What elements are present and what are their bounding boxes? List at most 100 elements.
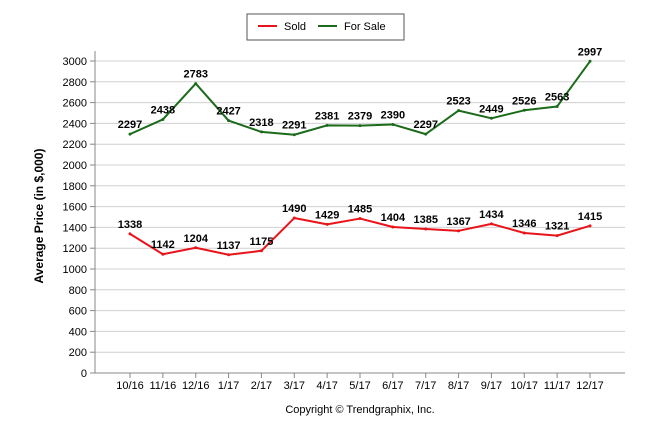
y-axis-title: Average Price (in $,000) xyxy=(32,149,46,284)
x-tick-label: 5/17 xyxy=(349,380,370,392)
x-tick-label: 2/17 xyxy=(251,380,272,392)
data-point xyxy=(161,252,165,256)
gridlines xyxy=(90,60,625,374)
data-point xyxy=(424,227,428,231)
y-tick-label: 2600 xyxy=(63,98,87,110)
x-tick-label: 10/16 xyxy=(116,380,144,392)
data-point xyxy=(128,132,132,136)
series-lines xyxy=(128,59,592,257)
data-point xyxy=(588,224,592,228)
data-label: 2427 xyxy=(216,106,240,118)
data-point xyxy=(391,122,395,126)
data-label: 1485 xyxy=(348,204,372,216)
data-point xyxy=(358,217,362,221)
data-point xyxy=(457,109,461,113)
data-label: 1346 xyxy=(512,218,536,230)
data-labels: 1338 1142 1204 1137 1175 1490 1429 1485 1404 1385… xyxy=(118,46,602,251)
y-tick-label: 0 xyxy=(81,368,87,380)
x-tick-label: 12/16 xyxy=(182,380,210,392)
x-tick-label: 10/17 xyxy=(511,380,539,392)
data-point xyxy=(227,253,231,257)
y-tick-label: 1800 xyxy=(63,181,87,193)
x-tick-label: 12/17 xyxy=(576,380,604,392)
data-point xyxy=(259,249,263,253)
y-tick-label: 2000 xyxy=(63,160,87,172)
data-point xyxy=(555,104,559,108)
x-tick-label: 1/17 xyxy=(218,380,239,392)
data-label: 1385 xyxy=(413,214,437,226)
data-label: 1429 xyxy=(315,209,339,221)
data-point xyxy=(194,246,198,250)
data-point xyxy=(325,123,329,127)
x-tick-label: 7/17 xyxy=(415,380,436,392)
y-tick-label: 2800 xyxy=(63,77,87,89)
data-label: 2526 xyxy=(512,95,536,107)
data-point xyxy=(358,124,362,128)
data-point xyxy=(555,234,559,238)
y-tick-label: 1000 xyxy=(63,264,87,276)
data-point xyxy=(325,222,329,226)
data-point xyxy=(161,117,165,121)
data-label: 1404 xyxy=(381,212,406,224)
data-label: 2449 xyxy=(479,103,503,115)
data-label: 1415 xyxy=(578,211,602,223)
y-tick-label: 1200 xyxy=(63,243,87,255)
y-tick-labels: 0 200 400 600 800 1000 1200 1400 1600 1800 2000 220… xyxy=(63,56,87,380)
legend-label-sold: Sold xyxy=(284,21,306,33)
data-label: 1490 xyxy=(282,203,306,215)
data-label: 1137 xyxy=(217,240,241,252)
x-tick-label: 11/16 xyxy=(149,380,176,392)
data-point xyxy=(194,82,198,86)
data-label: 2297 xyxy=(118,119,142,131)
y-tick-label: 400 xyxy=(69,326,87,338)
data-point xyxy=(522,108,526,112)
y-tick-label: 2400 xyxy=(63,118,87,130)
legend: Sold For Sale xyxy=(246,13,405,41)
data-label: 1175 xyxy=(249,236,273,248)
data-point xyxy=(489,116,493,120)
y-tick-label: 1600 xyxy=(63,202,87,214)
data-label: 2783 xyxy=(183,69,207,81)
data-point xyxy=(292,133,296,137)
data-point xyxy=(522,231,526,235)
data-label: 2381 xyxy=(315,110,339,122)
y-tick-label: 800 xyxy=(69,285,87,297)
y-tick-label: 1400 xyxy=(63,222,87,234)
x-tick-label: 4/17 xyxy=(316,380,337,392)
y-tick-label: 200 xyxy=(69,347,87,359)
data-label: 2390 xyxy=(381,109,405,121)
data-point xyxy=(588,59,592,63)
data-label: 1142 xyxy=(151,239,175,251)
data-label: 2297 xyxy=(413,119,437,131)
data-label: 2438 xyxy=(151,104,175,116)
x-tick-label: 9/17 xyxy=(481,380,502,392)
x-tick-label: 11/17 xyxy=(544,380,571,392)
x-tick-label: 3/17 xyxy=(284,380,305,392)
y-tick-label: 3000 xyxy=(63,56,87,68)
data-point xyxy=(457,229,461,233)
data-point xyxy=(424,132,428,136)
copyright-footer: Copyright © Trendgraphix, Inc. xyxy=(285,404,434,416)
data-point xyxy=(128,232,132,236)
x-tick-label: 8/17 xyxy=(448,380,469,392)
data-label: 2379 xyxy=(348,111,372,123)
data-label: 2318 xyxy=(249,117,273,129)
data-point xyxy=(227,119,231,123)
data-label: 2563 xyxy=(545,91,569,103)
data-point xyxy=(489,222,493,226)
data-label: 1338 xyxy=(118,219,142,231)
data-label: 2523 xyxy=(446,96,470,108)
data-label: 1434 xyxy=(479,209,504,221)
data-label: 1204 xyxy=(183,233,208,245)
data-label: 1367 xyxy=(446,216,470,228)
data-point xyxy=(259,130,263,134)
x-tick-labels: 10/16 11/16 12/16 1/17 2/17 3/17 4/17 5/17 6/17 7… xyxy=(116,373,604,392)
y-tick-label: 2200 xyxy=(63,139,87,151)
x-tick-label: 6/17 xyxy=(382,380,403,392)
y-tick-label: 600 xyxy=(69,306,87,318)
data-label: 2291 xyxy=(282,120,306,132)
data-point xyxy=(292,216,296,220)
legend-label-for-sale: For Sale xyxy=(344,21,386,33)
data-label: 2997 xyxy=(578,46,602,58)
